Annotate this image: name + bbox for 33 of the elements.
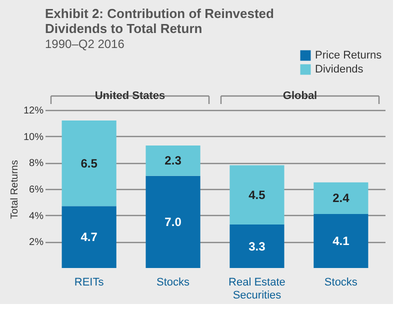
y-tick-label: 6% bbox=[29, 184, 44, 196]
text: United States bbox=[94, 90, 166, 102]
data-label: 4.5 bbox=[248, 188, 266, 202]
bar bbox=[146, 146, 200, 176]
x-tick-label: Real Estate Securities bbox=[228, 276, 286, 302]
data-label: 7.0 bbox=[164, 214, 182, 229]
legend-label: Dividends bbox=[315, 64, 364, 76]
data-label: 2.3 bbox=[164, 154, 182, 168]
y-tick-label: 4% bbox=[29, 210, 44, 222]
data-label: 2.4 bbox=[332, 191, 350, 206]
y-tick-label: 10% bbox=[23, 132, 44, 143]
bar bbox=[314, 182, 368, 214]
bar bbox=[62, 206, 116, 268]
bar bbox=[314, 214, 368, 268]
data-label: 3.3 bbox=[248, 239, 266, 254]
y-axis-title: Total Returns bbox=[9, 160, 20, 219]
y-tick-label: 12% bbox=[23, 106, 44, 116]
y-tick-label: 2% bbox=[29, 237, 44, 248]
y-tick-label: 8% bbox=[29, 158, 44, 170]
bar bbox=[62, 120, 116, 206]
bar bbox=[146, 176, 200, 268]
data-label: 4.1 bbox=[332, 234, 350, 248]
data-label: 6.5 bbox=[80, 156, 98, 170]
bar bbox=[230, 165, 284, 225]
data-label: 4.7 bbox=[80, 230, 98, 244]
chart-subtitle: 1990–Q2 2016 bbox=[45, 37, 125, 51]
bar bbox=[230, 224, 284, 268]
chart-title: Exhibit 2: Contribution of Reinvested Dividends to Total Return bbox=[45, 6, 274, 36]
legend-label: Price Returns bbox=[315, 50, 382, 62]
text: Global bbox=[282, 90, 318, 102]
x-tick-label: Stocks bbox=[156, 276, 190, 288]
x-tick-label: REITs bbox=[74, 276, 104, 288]
x-tick-label: Stocks bbox=[324, 276, 358, 288]
